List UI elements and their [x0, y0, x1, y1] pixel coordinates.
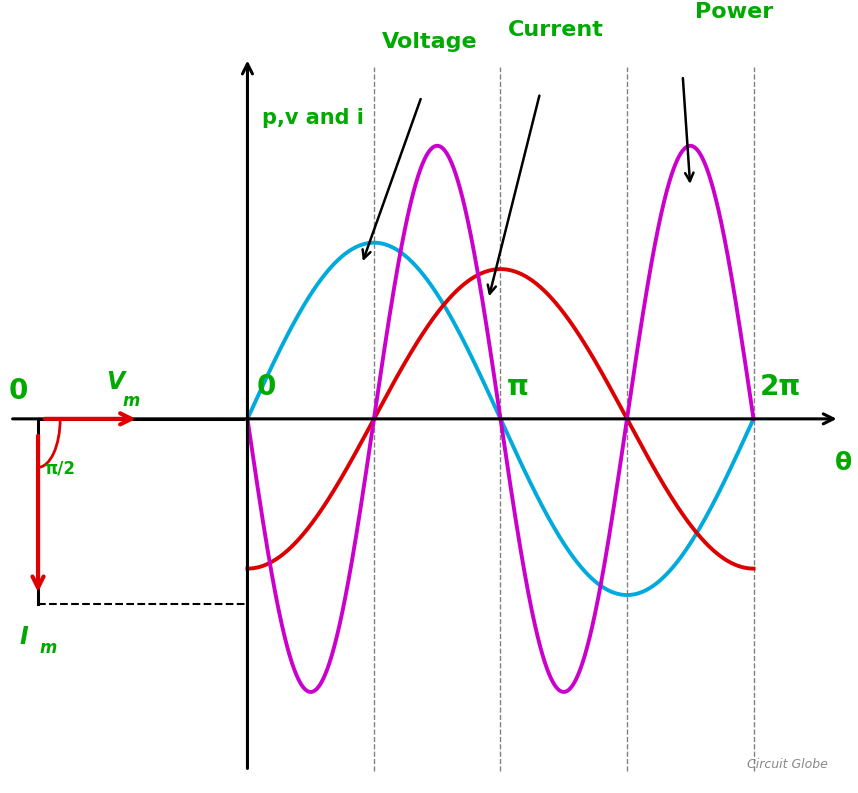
- Text: π: π: [507, 374, 529, 401]
- Text: Voltage: Voltage: [382, 33, 477, 52]
- Text: Current: Current: [508, 20, 604, 40]
- Text: m: m: [39, 639, 57, 657]
- Text: p,v and i: p,v and i: [262, 108, 364, 128]
- Text: V: V: [106, 370, 124, 394]
- Text: θ: θ: [835, 450, 852, 474]
- Text: Circuit Globe: Circuit Globe: [746, 758, 827, 772]
- Text: π/2: π/2: [45, 459, 76, 477]
- Text: I: I: [20, 625, 28, 649]
- Text: m: m: [123, 392, 140, 410]
- Text: 0: 0: [9, 377, 28, 404]
- Text: 0: 0: [257, 374, 276, 401]
- Text: Power: Power: [695, 2, 773, 22]
- Text: 2π: 2π: [760, 374, 801, 401]
